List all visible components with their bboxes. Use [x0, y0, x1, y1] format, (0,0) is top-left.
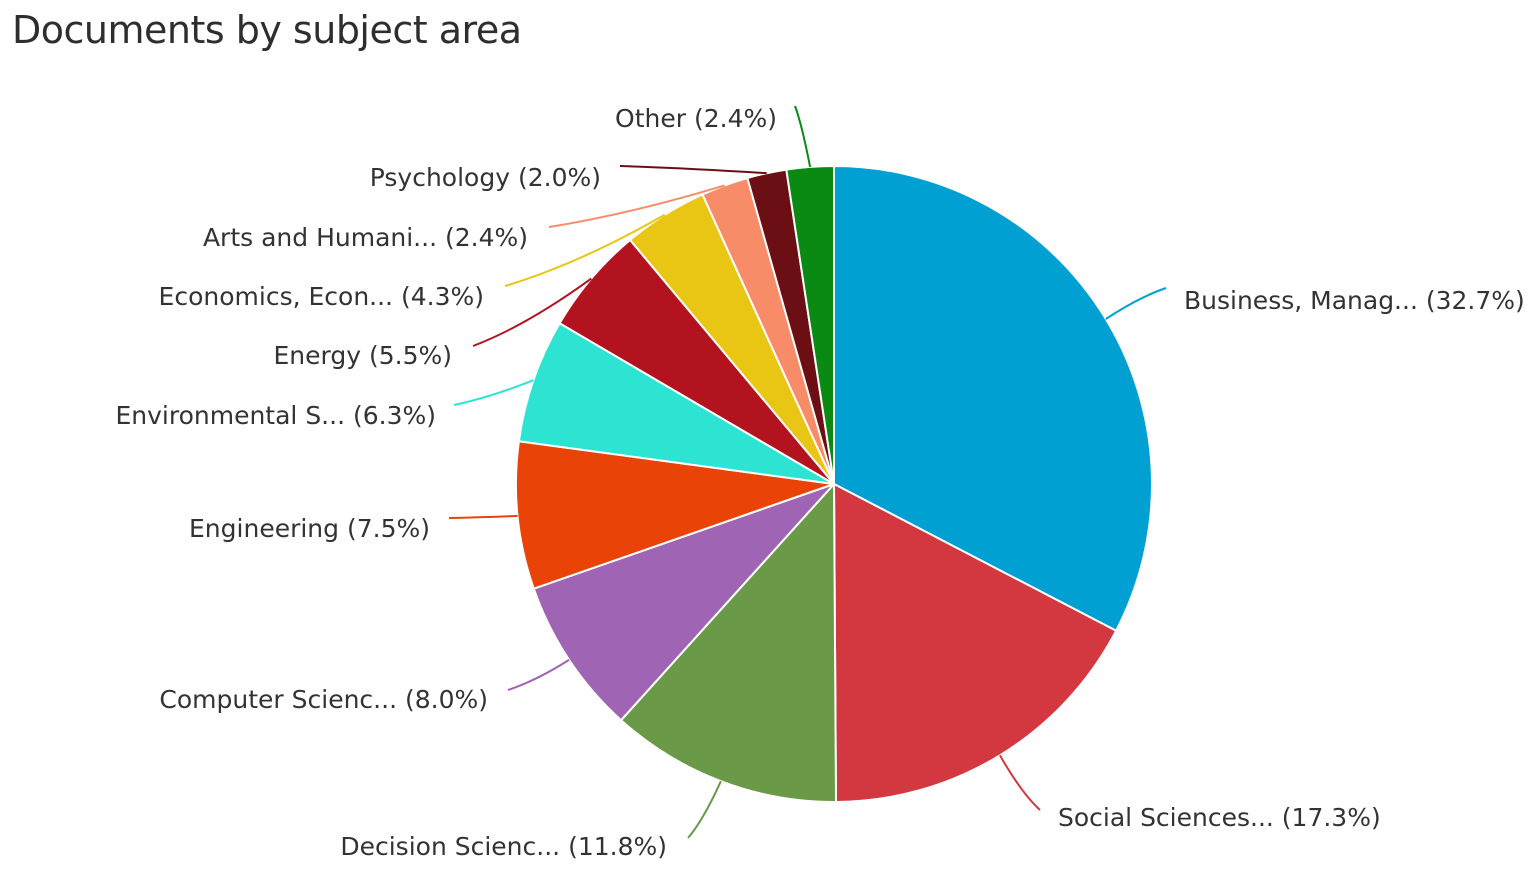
leader-line-decision-scienc [687, 780, 722, 839]
leader-line-business-manag [1105, 287, 1167, 320]
slice-labels: Business, Manag... (32.7%) Social Science… [115, 104, 1524, 861]
slice-label-name: Decision Scienc... [340, 832, 568, 861]
slice-label-name: Engineering [189, 514, 347, 543]
chart-title: Documents by subject area [12, 8, 522, 52]
slice-label-percent: (2.4%) [694, 104, 777, 133]
slice-label-percent: (5.5%) [369, 341, 452, 370]
slices-layer [515, 164, 1153, 803]
pie-slice-environmental-s[interactable] [517, 322, 835, 485]
leader-line-other [794, 105, 812, 168]
slice-label-percent: (32.7%) [1426, 286, 1525, 315]
slice-label-percent: (6.3%) [353, 401, 436, 430]
slice-label-percent: (7.5%) [347, 514, 430, 543]
slice-label-name: Energy [273, 341, 368, 370]
slice-label-name: Environmental S... [115, 401, 353, 430]
slice-label-decision-scienc: Decision Scienc... (11.8%) [340, 832, 667, 861]
pie-slice-social-sciences[interactable] [833, 483, 1118, 803]
slice-label-other: Other (2.4%) [615, 104, 777, 133]
leader-line-energy [472, 277, 592, 347]
slice-label-environmental-s: Environmental S... (6.3%) [115, 401, 436, 430]
slice-label-percent: (17.3%) [1282, 803, 1381, 832]
slice-label-name: Social Sciences... [1058, 803, 1282, 832]
slice-label-arts-and-humani: Arts and Humani... (2.4%) [203, 223, 528, 252]
leader-line-arts-and-humani [548, 184, 725, 228]
leader-lines [448, 105, 1167, 839]
leader-line-psychology [619, 165, 767, 175]
leader-line-economics-econ [504, 213, 666, 287]
slice-label-business-manag: Business, Manag... (32.7%) [1184, 286, 1525, 315]
slice-label-percent: (2.0%) [518, 163, 601, 192]
slice-label-psychology: Psychology (2.0%) [370, 163, 601, 192]
slice-label-social-sciences: Social Sciences... (17.3%) [1058, 803, 1381, 832]
slice-label-name: Economics, Econ... [159, 282, 401, 311]
slice-label-name: Other [615, 104, 694, 133]
leader-line-environmental-s [453, 379, 534, 406]
pie-slice-computer-scienc[interactable] [532, 483, 835, 722]
slice-label-percent: (8.0%) [405, 685, 488, 714]
slice-label-energy: Energy (5.5%) [273, 341, 452, 370]
leader-line-social-sciences [999, 754, 1041, 811]
slice-label-percent: (11.8%) [568, 832, 667, 861]
slice-label-computer-scienc: Computer Scienc... (8.0%) [159, 685, 488, 714]
slice-label-name: Psychology [370, 163, 518, 192]
slice-label-name: Arts and Humani... [203, 223, 445, 252]
slice-label-percent: (4.3%) [401, 282, 484, 311]
slice-label-percent: (2.4%) [445, 223, 528, 252]
pie-slice-engineering[interactable] [515, 440, 835, 590]
slice-label-name: Computer Scienc... [159, 685, 405, 714]
leader-line-computer-scienc [507, 659, 570, 691]
leader-line-engineering [448, 514, 518, 519]
slice-label-economics-econ: Economics, Econ... (4.3%) [159, 282, 484, 311]
slice-label-name: Business, Manag... [1184, 286, 1426, 315]
slice-label-engineering: Engineering (7.5%) [189, 514, 430, 543]
